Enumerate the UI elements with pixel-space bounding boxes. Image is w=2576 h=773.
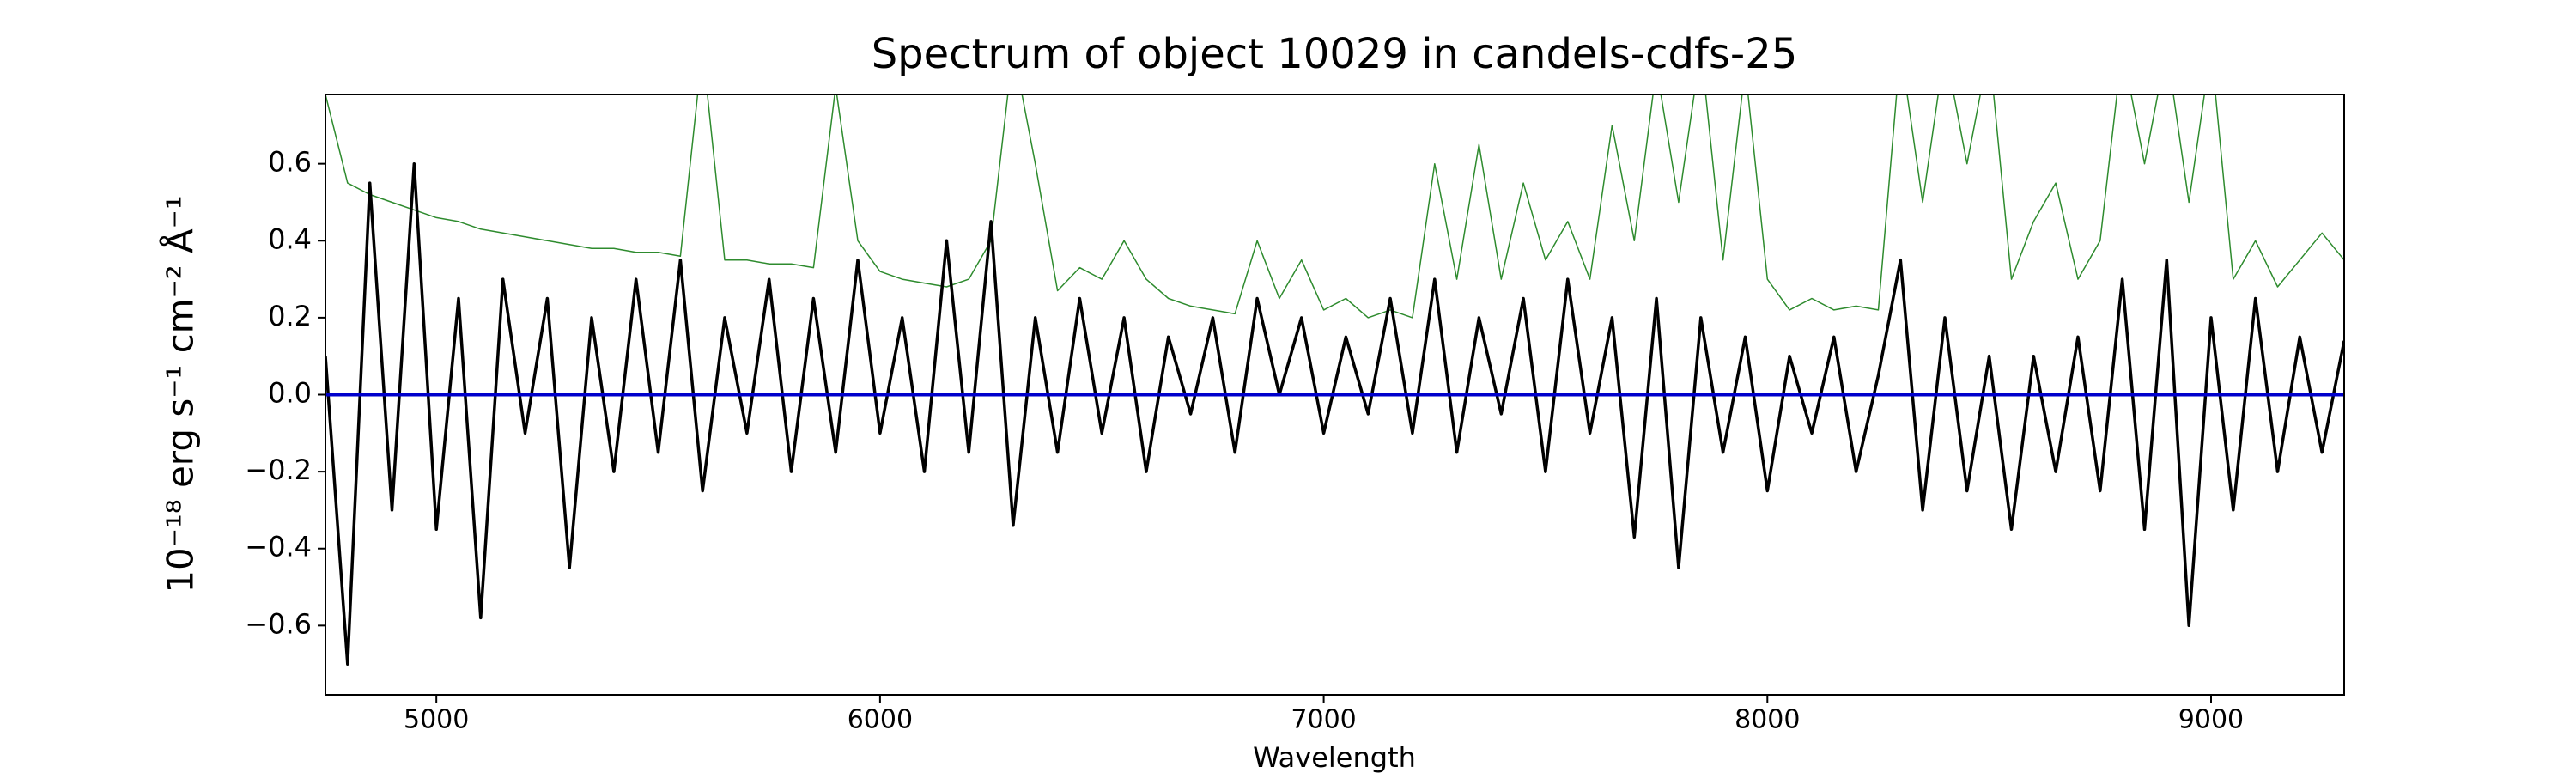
y-axis-label: 10⁻¹⁸ erg s⁻¹ cm⁻² Å⁻¹	[159, 195, 202, 593]
spectrum-line	[325, 94, 2344, 319]
x-tick-label: 9000	[2178, 705, 2244, 735]
y-tick-label: 0.0	[268, 377, 312, 410]
plot-area	[325, 94, 2344, 666]
x-axis-label: Wavelength	[1253, 741, 1416, 773]
x-tick-label: 5000	[404, 705, 469, 735]
y-tick-label: −0.6	[245, 607, 312, 640]
spectrum-line	[325, 161, 2344, 666]
y-tick-label: −0.4	[245, 531, 312, 563]
x-tick-label: 8000	[1735, 705, 1800, 735]
y-tick-label: 0.2	[268, 300, 312, 332]
y-tick-label: 0.6	[268, 146, 312, 179]
x-tick-label: 7000	[1291, 705, 1356, 735]
y-tick-label: 0.4	[268, 222, 312, 255]
chart-title: Spectrum of object 10029 in candels-cdfs…	[872, 30, 1798, 78]
y-tick-label: −0.2	[245, 453, 312, 486]
x-tick-label: 6000	[848, 705, 913, 735]
